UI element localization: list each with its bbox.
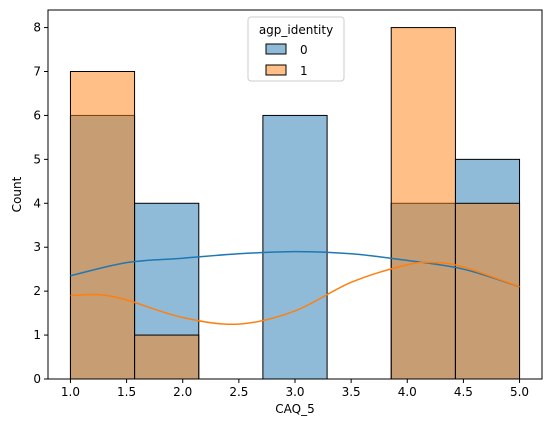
x-tick-label: 1.5: [117, 385, 136, 399]
kde-line-series-0: [70, 250, 520, 288]
y-tick-label: 2: [33, 284, 41, 298]
bar-series-1-bin-5: [390, 27, 456, 380]
legend-label-1: 1: [300, 64, 308, 78]
y-tick-label: 6: [33, 108, 41, 122]
kde-line-series-1: [70, 261, 520, 326]
legend-swatch-1: [265, 64, 287, 76]
x-axis-label: CAQ_5: [275, 402, 314, 416]
x-tick-label: 5.0: [510, 385, 529, 399]
bar-series-1-bin-1: [134, 334, 200, 380]
legend-label-0: 0: [300, 43, 308, 57]
legend-title: agp_identity: [259, 23, 333, 37]
legend-items: 01: [265, 43, 308, 78]
bars-layer: [69, 27, 521, 380]
x-tick-label: 2.0: [173, 385, 192, 399]
y-tick-label: 5: [33, 152, 41, 166]
y-tick-label: 7: [33, 65, 41, 79]
y-tick-label: 1: [33, 328, 41, 342]
legend-swatch-0: [265, 43, 287, 55]
x-tick-label: 4.0: [398, 385, 417, 399]
y-tick-label: 4: [33, 196, 41, 210]
legend: agp_identity 01: [247, 16, 345, 82]
bar-series-1-bin-0: [69, 71, 136, 380]
y-tick-label: 8: [33, 21, 41, 35]
x-tick-label: 3.5: [342, 385, 361, 399]
y-tick-label: 3: [33, 240, 41, 254]
kde-layer: [70, 250, 520, 326]
y-axis-label: Count: [10, 176, 24, 212]
bar-series-1-bin-6: [454, 202, 521, 380]
x-tick-label: 1.0: [61, 385, 80, 399]
x-tick-label: 3.0: [285, 385, 304, 399]
x-tick-label: 2.5: [229, 385, 248, 399]
y-tick-label: 0: [33, 372, 41, 386]
bar-series-0-bin-3: [262, 114, 328, 380]
x-tick-label: 4.5: [454, 385, 473, 399]
